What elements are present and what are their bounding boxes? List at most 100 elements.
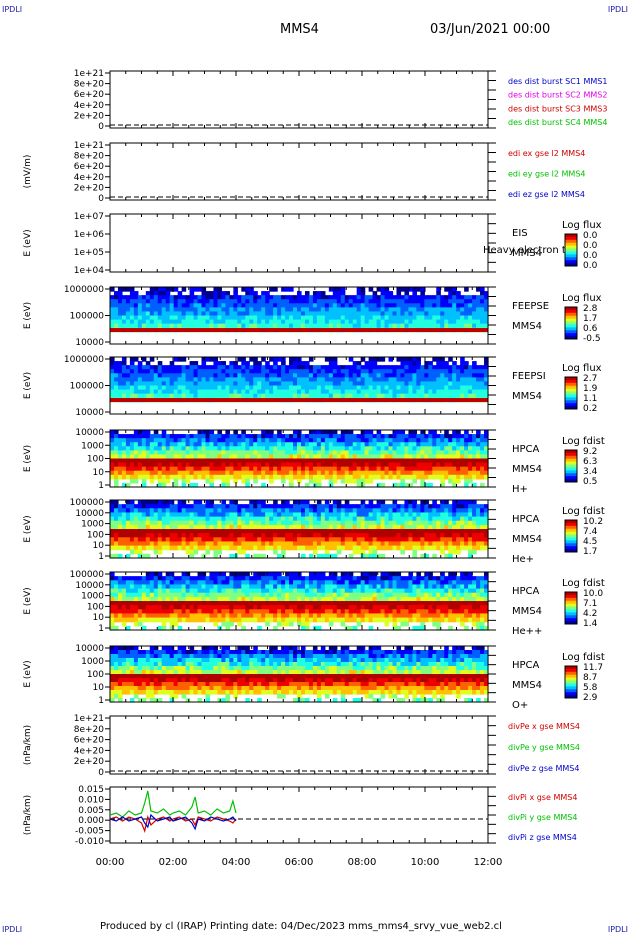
spectrogram-cell — [304, 393, 310, 399]
spectrogram-cell — [185, 504, 191, 509]
spectrogram-cell — [316, 389, 322, 395]
spectrogram-cell — [249, 512, 254, 518]
spectrogram-cell — [400, 299, 406, 304]
spectrogram-cell — [384, 512, 390, 518]
spectrogram-cell — [336, 549, 342, 555]
spectrogram-cell — [141, 311, 147, 317]
spectrogram-cell — [352, 446, 358, 451]
spectrogram-cell — [169, 508, 175, 514]
spectrogram-cell — [436, 474, 441, 480]
spectrogram-cell — [324, 393, 330, 399]
spectrogram-cell — [121, 609, 127, 615]
spectrogram-cell — [372, 508, 378, 514]
spectrogram — [110, 572, 489, 631]
spectrogram-cell — [300, 470, 306, 476]
spectrogram-cell — [245, 381, 250, 387]
spectrogram-cell — [436, 287, 441, 292]
spectrogram-cell — [476, 307, 481, 313]
y-tick-label: 1000 — [81, 441, 104, 451]
spectrogram-cell — [269, 434, 274, 439]
spectrogram-cell — [201, 516, 207, 522]
spectrogram-cell — [209, 537, 215, 543]
spectrogram-cell — [157, 381, 163, 387]
spectrogram-cell — [400, 458, 406, 464]
spectrogram-cell — [141, 470, 147, 476]
spectrogram-cell — [217, 516, 223, 522]
spectrogram-cell — [265, 291, 270, 296]
spectrogram-cell — [380, 299, 386, 304]
spectrogram-cell — [432, 369, 437, 374]
spectrogram-cell — [269, 315, 274, 321]
spectrogram-cell — [332, 357, 338, 362]
spectrogram-cell — [285, 529, 290, 534]
spectrogram-cell — [424, 295, 429, 300]
spectrogram-cell — [468, 545, 473, 551]
spectrogram-cell — [300, 377, 306, 383]
spectrogram-cell — [285, 307, 290, 313]
spectrogram-cell — [404, 508, 410, 514]
spectrogram-cell — [201, 381, 207, 387]
spectrogram-cell — [476, 303, 481, 308]
spectrogram-cell — [396, 365, 402, 370]
y-tick-label: 100 — [87, 530, 104, 540]
spectrogram-cell — [396, 303, 402, 308]
spectrogram-cell — [285, 442, 290, 447]
spectrogram-cell — [297, 512, 302, 518]
spectrogram-cell — [412, 520, 417, 526]
spectrogram-cell — [404, 466, 410, 472]
spectrogram-cell — [308, 315, 314, 321]
spectrogram-cell — [257, 393, 262, 399]
spectrogram-cell — [380, 516, 386, 522]
spectrogram-cell — [412, 533, 417, 538]
spectrogram-cell — [121, 529, 127, 534]
spectrogram-cell — [384, 315, 390, 321]
spectrogram-cell — [396, 377, 402, 383]
spectrogram-cell — [229, 504, 234, 509]
spectrogram-cell — [117, 385, 123, 391]
spectrogram-cell — [300, 385, 306, 391]
spectrogram-cell — [137, 389, 143, 395]
spectrogram-cell — [468, 478, 473, 484]
spectrogram-cell — [217, 319, 223, 325]
spectrogram-cell — [245, 291, 250, 296]
spectrogram-cell — [300, 299, 306, 304]
spectrogram-cell — [424, 373, 429, 378]
spectrogram-cell — [133, 385, 139, 391]
spectrogram-cell — [281, 454, 286, 460]
spectrogram-cell — [360, 311, 366, 317]
spectrogram-cell — [332, 512, 338, 518]
spectrogram-cell — [281, 549, 286, 555]
spectrogram-cell — [189, 299, 195, 304]
spectrogram-cell — [336, 299, 342, 304]
spectrogram-cell — [464, 438, 469, 443]
spectrogram-cell — [380, 553, 386, 559]
spectrogram-cell — [484, 504, 489, 509]
spectrogram-cell — [348, 504, 354, 509]
spectrogram-cell — [185, 303, 191, 308]
spectrogram-cell — [149, 512, 155, 518]
spectrogram-cell — [121, 389, 127, 395]
spectrogram-cell — [237, 377, 242, 383]
spectrogram-cell — [360, 446, 366, 451]
spectrogram-cell — [221, 541, 226, 547]
spectrogram-cell — [348, 369, 354, 374]
spectrogram-cell — [372, 319, 378, 325]
spectrogram-cell — [237, 299, 242, 304]
spectrogram-cell — [308, 434, 314, 439]
spectrogram-cell — [161, 287, 167, 292]
spectrogram-cell — [185, 450, 191, 456]
spectrogram-cell — [213, 520, 219, 526]
spectrogram-cell — [396, 430, 402, 435]
spectrogram-cell — [444, 462, 449, 468]
spectrogram-cell — [141, 504, 147, 509]
spectrogram-cell — [360, 385, 366, 391]
colorbar-segment — [565, 234, 577, 238]
spectrogram-cell — [189, 520, 195, 526]
spectrogram-cell — [304, 291, 310, 296]
spectrogram-cell — [169, 303, 175, 308]
spectrogram-cell — [392, 369, 398, 374]
spectrogram-cell — [153, 381, 159, 387]
spectrogram-cell — [436, 442, 441, 447]
spectrogram-cell — [293, 516, 298, 522]
spectrogram-cell — [424, 553, 429, 559]
